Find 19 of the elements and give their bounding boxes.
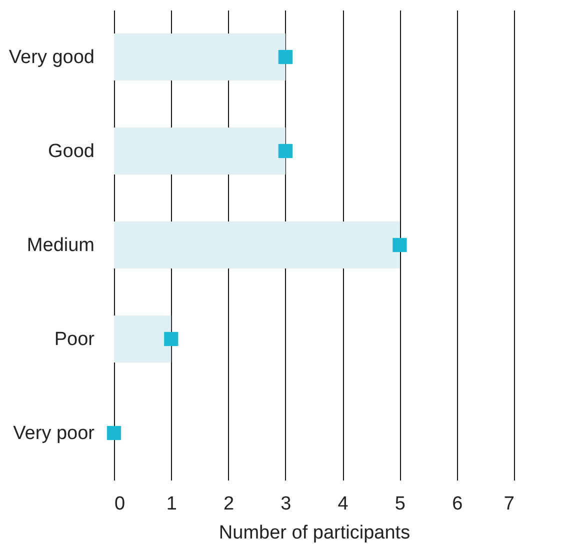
x-tick-label: 3: [280, 494, 292, 514]
x-tick-label: 7: [504, 494, 514, 514]
y-tick-label: Medium: [26, 235, 94, 256]
x-tick-label: 2: [223, 494, 234, 514]
x-axis-title: Number of participants: [218, 522, 410, 544]
y-tick-label: Very poor: [13, 423, 96, 444]
point: [164, 332, 178, 346]
point: [278, 50, 292, 64]
point: [392, 238, 407, 252]
x-tick-label: 6: [452, 494, 463, 514]
y-tick-label: Poor: [54, 329, 96, 350]
x-tick-label: 5: [394, 494, 406, 514]
y-tick-label: Very good: [8, 47, 94, 68]
x-tick-label: 0: [114, 494, 126, 514]
x-tick-label: 4: [338, 494, 349, 514]
x-tick-label: 1: [166, 494, 177, 514]
point: [278, 144, 292, 158]
point: [106, 426, 122, 440]
y-tick-label: Good: [48, 141, 94, 162]
